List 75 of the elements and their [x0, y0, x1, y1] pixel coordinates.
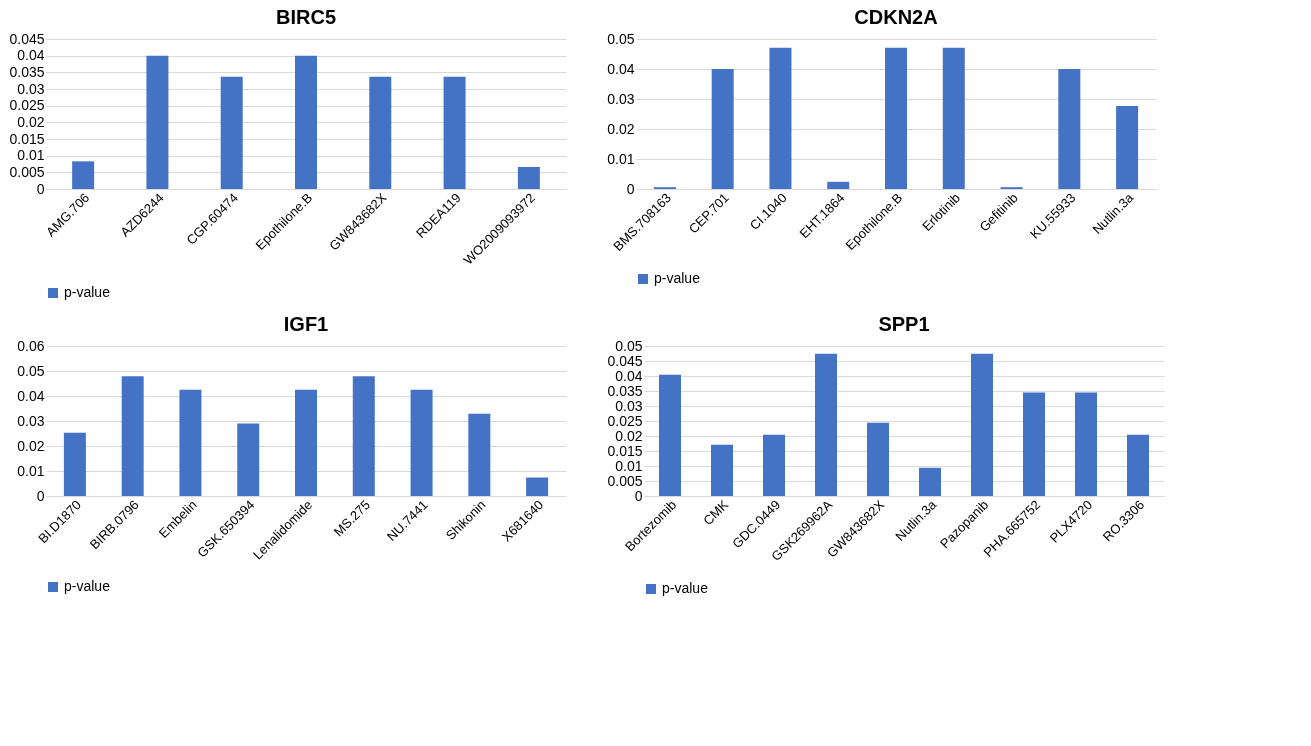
chart-title: IGF1	[283, 313, 329, 335]
bar	[769, 47, 792, 189]
bar	[711, 444, 733, 496]
legend-label: p-value	[64, 284, 111, 300]
y-tick-label: 0.04	[17, 47, 45, 64]
bar	[867, 422, 889, 496]
y-tick-label: 0	[36, 487, 45, 504]
y-tick-label: 0.025	[607, 412, 643, 429]
bar	[526, 477, 549, 496]
y-tick-label: 0.035	[607, 382, 643, 399]
bar	[1127, 434, 1149, 496]
y-tick-label: 0.015	[607, 442, 643, 459]
chart-title: SPP1	[878, 313, 930, 335]
y-tick-label: 0.03	[615, 397, 643, 414]
y-tick-label: 0	[36, 180, 45, 197]
y-tick-label: 0.06	[17, 337, 45, 354]
y-tick-label: 0.01	[17, 462, 45, 479]
bar	[827, 181, 850, 189]
y-tick-label: 0.005	[607, 472, 643, 489]
bar	[971, 353, 993, 496]
bar	[352, 376, 375, 496]
y-tick-label: 0.05	[615, 337, 643, 354]
y-tick-label: 0.02	[17, 113, 45, 130]
bar	[763, 434, 785, 496]
bar	[919, 467, 941, 496]
y-tick-label: 0.04	[17, 387, 45, 404]
bar	[295, 55, 317, 189]
y-tick-label: 0	[626, 180, 635, 197]
y-tick-label: 0.01	[17, 147, 45, 164]
y-tick-label: 0.02	[17, 437, 45, 454]
bar	[815, 353, 837, 496]
y-tick-label: 0.03	[17, 80, 45, 97]
y-tick-label: 0.04	[607, 60, 635, 77]
bar	[711, 69, 734, 189]
bar	[517, 167, 540, 189]
y-tick-label: 0.045	[9, 30, 45, 47]
bar	[885, 47, 907, 189]
bar	[146, 55, 169, 189]
bar	[1058, 69, 1081, 189]
bar	[237, 423, 260, 496]
bar	[1075, 392, 1097, 496]
y-tick-label: 0	[634, 487, 643, 504]
y-tick-label: 0.035	[9, 63, 45, 80]
chart-title: BIRC5	[275, 6, 337, 28]
y-tick-label: 0.01	[615, 457, 643, 474]
y-tick-label: 0.05	[607, 30, 635, 47]
bar	[369, 76, 392, 189]
y-tick-label: 0.02	[615, 427, 643, 444]
chart-title: CDKN2A	[854, 6, 938, 28]
bar	[220, 76, 243, 189]
y-tick-label: 0.005	[9, 163, 45, 180]
bar	[468, 413, 491, 496]
legend-label: p-value	[654, 270, 701, 286]
bar	[179, 389, 202, 496]
bar	[121, 376, 144, 496]
y-tick-label: 0.03	[607, 90, 635, 107]
bar	[63, 432, 86, 496]
bar	[410, 389, 433, 496]
bar	[942, 47, 965, 189]
y-tick-label: 0.03	[17, 412, 45, 429]
legend-label: p-value	[662, 580, 709, 596]
bar	[443, 76, 466, 189]
y-tick-label: 0.025	[9, 97, 45, 114]
y-tick-label: 0.015	[9, 130, 45, 147]
y-tick-label: 0.045	[607, 352, 643, 369]
bar	[1023, 392, 1045, 496]
y-tick-label: 0.02	[607, 120, 635, 137]
y-tick-label: 0.04	[615, 367, 643, 384]
bar	[1116, 105, 1139, 189]
legend-label: p-value	[64, 578, 111, 594]
bar	[295, 389, 317, 496]
bar	[659, 374, 681, 496]
bar	[72, 161, 95, 189]
y-tick-label: 0.05	[17, 362, 45, 379]
y-tick-label: 0.01	[607, 150, 635, 167]
